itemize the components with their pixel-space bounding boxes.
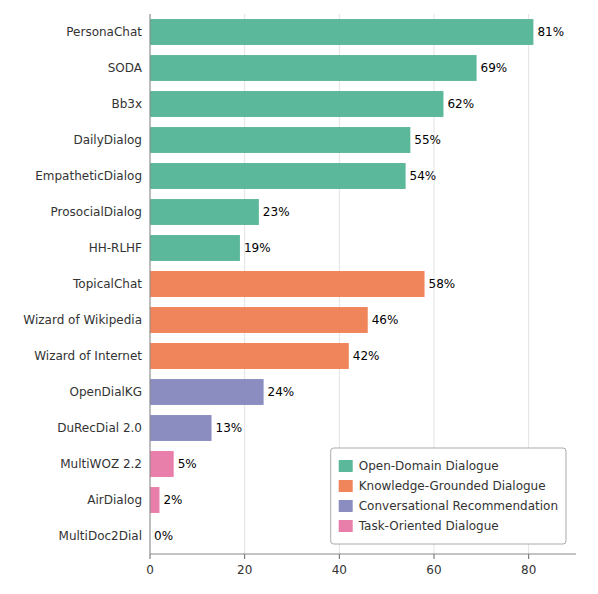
bar bbox=[150, 343, 349, 369]
legend-label: Open-Domain Dialogue bbox=[359, 459, 499, 473]
data-label: 13% bbox=[216, 421, 243, 435]
bar bbox=[150, 415, 212, 441]
x-tick-label: 80 bbox=[521, 563, 536, 577]
legend-swatch bbox=[339, 480, 353, 492]
y-tick-label: DailyDialog bbox=[73, 133, 142, 147]
data-label: 0% bbox=[154, 529, 173, 543]
bar bbox=[150, 127, 410, 153]
x-axis-line bbox=[150, 554, 576, 555]
x-tick bbox=[434, 554, 435, 559]
data-label: 2% bbox=[163, 493, 182, 507]
data-label: 42% bbox=[353, 349, 380, 363]
y-tick-label: ProsocialDialog bbox=[51, 205, 142, 219]
x-tick bbox=[150, 554, 151, 559]
grid-line bbox=[150, 14, 151, 554]
data-label: 23% bbox=[263, 205, 290, 219]
data-label: 69% bbox=[481, 61, 508, 75]
data-label: 55% bbox=[414, 133, 441, 147]
bar bbox=[150, 451, 174, 477]
legend-frame bbox=[331, 448, 566, 544]
data-label: 81% bbox=[537, 25, 564, 39]
legend-label: Conversational Recommendation bbox=[359, 499, 558, 513]
bar bbox=[150, 163, 406, 189]
legend-swatch bbox=[339, 520, 353, 532]
chart-svg: 0 20 40 60 80 PersonaChat SODA Bb3x DailyDialog E… bbox=[0, 0, 598, 594]
legend-swatch bbox=[339, 460, 353, 472]
y-tick-label: PersonaChat bbox=[66, 25, 142, 39]
data-label: 19% bbox=[244, 241, 271, 255]
y-axis: PersonaChat SODA Bb3x DailyDialog Empathetic… bbox=[23, 25, 142, 543]
bar bbox=[150, 91, 443, 117]
data-label: 62% bbox=[447, 97, 474, 111]
y-tick-label: OpenDialKG bbox=[70, 385, 142, 399]
y-tick-label: MultiDoc2Dial bbox=[59, 529, 142, 543]
data-label: 58% bbox=[429, 277, 456, 291]
chart-container: 0 20 40 60 80 PersonaChat SODA Bb3x DailyDialog E… bbox=[0, 0, 598, 594]
legend: Open-Domain Dialogue Knowledge-Grounded D… bbox=[331, 448, 566, 544]
bar bbox=[150, 199, 259, 225]
y-tick-label: HH-RLHF bbox=[89, 241, 142, 255]
data-label: 46% bbox=[372, 313, 399, 327]
x-tick-label: 20 bbox=[237, 563, 252, 577]
x-axis: 0 20 40 60 80 bbox=[146, 554, 536, 577]
y-tick-label: AirDialog bbox=[87, 493, 142, 507]
bar bbox=[150, 379, 264, 405]
x-tick bbox=[528, 554, 529, 559]
bars bbox=[150, 19, 533, 513]
bar bbox=[150, 235, 240, 261]
x-tick-label: 40 bbox=[332, 563, 347, 577]
y-tick-label: SODA bbox=[108, 61, 143, 75]
bar bbox=[150, 271, 425, 297]
y-tick-label: Bb3x bbox=[111, 97, 142, 111]
data-label: 54% bbox=[410, 169, 437, 183]
legend-swatch bbox=[339, 500, 353, 512]
bar bbox=[150, 55, 477, 81]
y-tick-label: MultiWOZ 2.2 bbox=[60, 457, 142, 471]
y-axis-line bbox=[150, 14, 151, 554]
y-tick-label: DuRecDial 2.0 bbox=[57, 421, 142, 435]
data-label: 5% bbox=[178, 457, 197, 471]
bar bbox=[150, 307, 368, 333]
y-tick-label: Wizard of Wikipedia bbox=[23, 313, 142, 327]
x-tick-label: 60 bbox=[426, 563, 441, 577]
bar bbox=[150, 19, 533, 45]
y-tick-label: TopicalChat bbox=[72, 277, 142, 291]
y-tick-label: EmpatheticDialog bbox=[35, 169, 142, 183]
bar bbox=[150, 487, 159, 513]
x-tick-label: 0 bbox=[146, 563, 154, 577]
x-tick bbox=[339, 554, 340, 559]
data-label: 24% bbox=[268, 385, 295, 399]
legend-label: Task-Oriented Dialogue bbox=[358, 519, 499, 533]
x-tick bbox=[244, 554, 245, 559]
legend-label: Knowledge-Grounded Dialogue bbox=[359, 479, 546, 493]
y-tick-label: Wizard of Internet bbox=[34, 349, 142, 363]
